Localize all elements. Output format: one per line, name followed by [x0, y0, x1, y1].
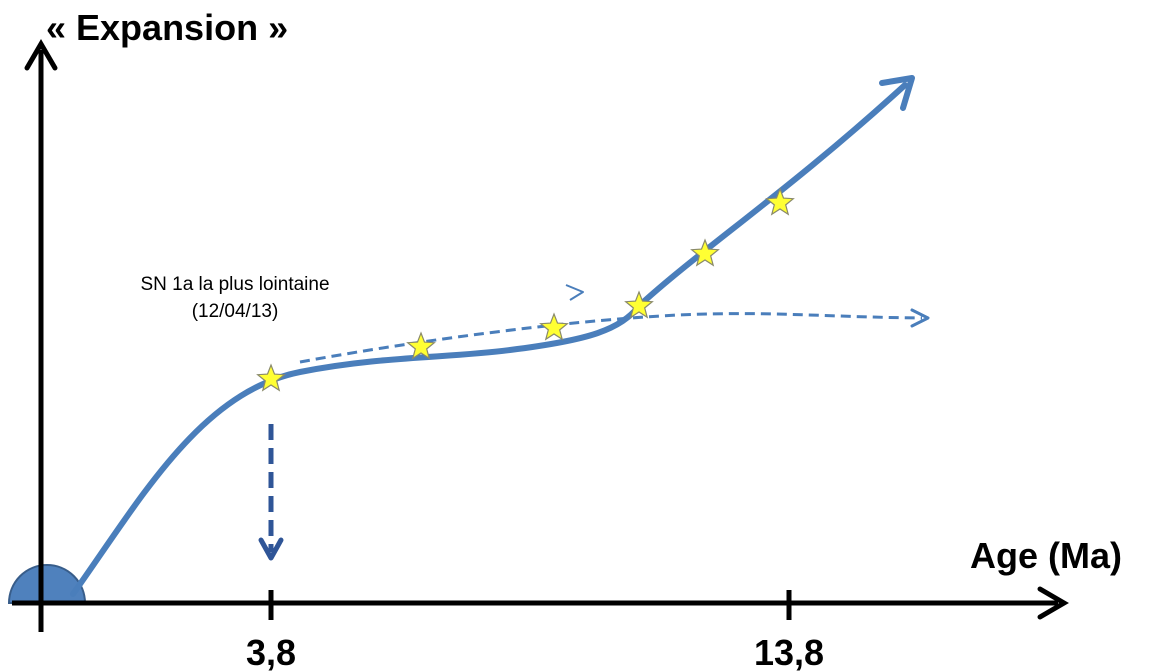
star-icon	[406, 331, 436, 360]
star-icon	[624, 290, 654, 319]
star-icon	[765, 187, 795, 216]
star-icon	[539, 312, 569, 341]
origin-semicircle-icon	[7, 564, 87, 604]
annotation-line-1: SN 1a la plus lointaine	[140, 274, 329, 295]
y-axis-title: « Expansion »	[46, 7, 288, 48]
supernova-markers	[256, 187, 795, 392]
chevron-mark-icon	[565, 284, 584, 301]
main-expansion-curve	[70, 82, 908, 597]
x-tick-label-2: 13,8	[754, 632, 824, 671]
x-axis-arrow-head-icon	[1037, 586, 1069, 620]
x-tick-label-1: 3,8	[246, 632, 296, 671]
main-curve-arrow-head-icon	[879, 75, 915, 111]
x-axis-title: Age (Ma)	[970, 535, 1122, 576]
star-icon	[690, 238, 720, 267]
down-arrow-head-icon	[258, 537, 284, 561]
y-axis-arrow-head-icon	[24, 39, 58, 71]
dashed-expansion-curve	[299, 312, 923, 364]
star-icon	[256, 363, 286, 392]
annotation-line-2: (12/04/13)	[192, 301, 279, 322]
dashed-curve-arrow-head-icon	[910, 308, 930, 328]
